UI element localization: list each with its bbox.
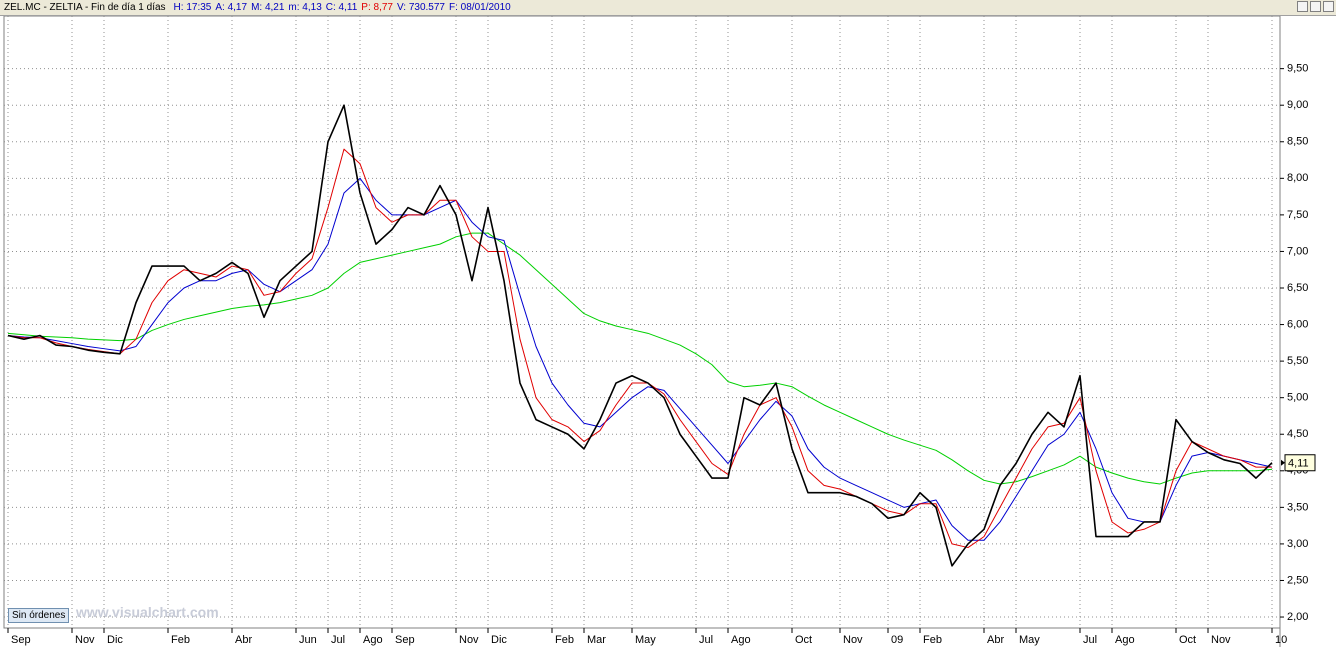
- watermark: www.visualchart.com: [76, 604, 219, 620]
- x-tick-label: Jul: [699, 634, 713, 646]
- x-tick-label: 09: [891, 634, 903, 646]
- price-line: [7, 177, 1273, 541]
- y-tick-label: 9,50: [1287, 63, 1308, 75]
- x-tick-label: Ago: [731, 634, 751, 646]
- x-tick-label: Abr: [987, 634, 1004, 646]
- x-tick-label: Nov: [75, 634, 95, 646]
- x-tick-label: Nov: [1211, 634, 1231, 646]
- y-tick-label: 8,50: [1287, 136, 1308, 148]
- x-tick-label: Jun: [299, 634, 317, 646]
- x-tick-label: Feb: [171, 634, 190, 646]
- header-item: P: 8,77: [361, 2, 393, 13]
- x-tick-label: Oct: [795, 634, 812, 646]
- maximize-button[interactable]: [1310, 1, 1321, 12]
- header-item: m: 4,13: [288, 2, 322, 13]
- price-line: [7, 104, 1273, 567]
- y-tick-label: 6,00: [1287, 318, 1308, 330]
- y-tick-label: 7,50: [1287, 209, 1308, 221]
- x-tick-label: Feb: [555, 634, 574, 646]
- price-line: [7, 232, 1273, 485]
- x-tick-label: Jul: [1083, 634, 1097, 646]
- x-tick-label: Jul: [331, 634, 345, 646]
- x-tick-label: Dic: [491, 634, 507, 646]
- x-tick-label: May: [635, 634, 656, 646]
- y-tick-label: 3,50: [1287, 501, 1308, 513]
- minimize-button[interactable]: [1297, 1, 1308, 12]
- x-tick-label: Ago: [1115, 634, 1135, 646]
- last-price-pointer: [1281, 459, 1285, 466]
- y-tick-label: 5,50: [1287, 355, 1308, 367]
- y-tick-label: 6,50: [1287, 282, 1308, 294]
- x-tick-label: Mar: [587, 634, 606, 646]
- orders-button[interactable]: Sin órdenes: [8, 608, 70, 623]
- header-item: A: 4,17: [215, 2, 248, 13]
- header-bar: ZEL.MC - ZELTIA - Fin de día 1 días H: 17…: [0, 0, 1336, 16]
- header-title: ZEL.MC - ZELTIA - Fin de día 1 días: [4, 2, 166, 13]
- y-tick-label: 3,00: [1287, 538, 1308, 550]
- x-tick-label: Feb: [923, 634, 942, 646]
- header-item: F: 08/01/2010: [449, 2, 511, 13]
- x-tick-label: Dic: [107, 634, 123, 646]
- x-tick-label: Oct: [1179, 634, 1196, 646]
- x-tick-label: Nov: [459, 634, 479, 646]
- header-items: H: 17:35 A: 4,17 M: 4,21 m: 4,13 C: 4,11 P: 8…: [170, 2, 511, 13]
- y-tick-label: 9,00: [1287, 99, 1308, 111]
- x-tick-label: 10: [1275, 634, 1287, 646]
- y-tick-label: 5,00: [1287, 392, 1308, 404]
- last-price-label: 4,11: [1288, 458, 1309, 470]
- x-tick-label: Abr: [235, 634, 252, 646]
- x-tick-label: Nov: [843, 634, 863, 646]
- header-item: V: 730.577: [396, 2, 445, 13]
- x-tick-label: May: [1019, 634, 1040, 646]
- x-tick-label: Ago: [363, 634, 383, 646]
- header-item: C: 4,11: [325, 2, 358, 13]
- close-button[interactable]: [1323, 1, 1334, 12]
- x-tick-label: Sep: [395, 634, 415, 646]
- y-tick-label: 2,50: [1287, 574, 1308, 586]
- y-tick-label: 2,00: [1287, 611, 1308, 623]
- header-item: H: 17:35: [173, 2, 212, 13]
- window-buttons: [1297, 1, 1334, 12]
- x-tick-label: Sep: [11, 634, 31, 646]
- y-tick-label: 7,00: [1287, 245, 1308, 257]
- plot-area: [3, 15, 1281, 629]
- y-tick-label: 8,00: [1287, 172, 1308, 184]
- header-item: M: 4,21: [251, 2, 285, 13]
- y-tick-label: 4,50: [1287, 428, 1308, 440]
